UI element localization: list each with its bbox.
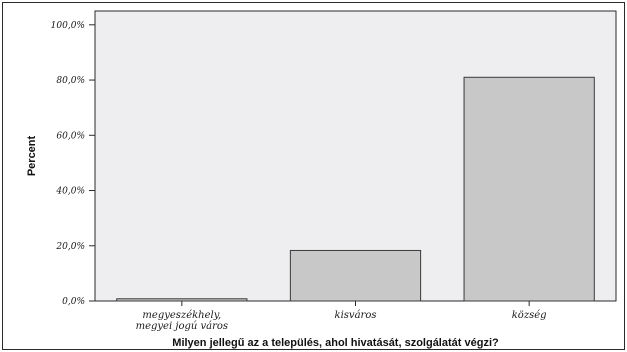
bars-group bbox=[116, 76, 595, 302]
y-tick-label: 100,0% bbox=[51, 21, 85, 31]
y-axis-title: Percent bbox=[26, 135, 38, 176]
y-axis: 0,0% 20,0% 40,0% 60,0% 80,0% 100,0% bbox=[51, 21, 95, 307]
x-category-label: község bbox=[512, 310, 547, 321]
bar bbox=[116, 298, 248, 302]
x-axis: megyeszékhely,megyei jogú város kisváros k… bbox=[136, 301, 547, 332]
x-category-label: megyei jogú város bbox=[136, 321, 228, 332]
y-tick-label: 20,0% bbox=[55, 242, 85, 252]
y-tick-label: 60,0% bbox=[56, 131, 85, 141]
bar bbox=[289, 249, 422, 302]
bar-chart: 0,0% 20,0% 40,0% 60,0% 80,0% 100,0% megyeszék… bbox=[26, 10, 617, 349]
y-tick-label: 40,0% bbox=[55, 187, 85, 197]
x-category-label: megyeszékhely, bbox=[142, 310, 221, 321]
x-axis-title: Milyen jellegű az a település, ahol hiva… bbox=[172, 337, 499, 349]
x-category-label: kisváros bbox=[335, 310, 377, 321]
bar bbox=[463, 76, 595, 302]
y-tick-label: 0,0% bbox=[62, 297, 85, 307]
y-tick-label: 80,0% bbox=[56, 76, 85, 86]
